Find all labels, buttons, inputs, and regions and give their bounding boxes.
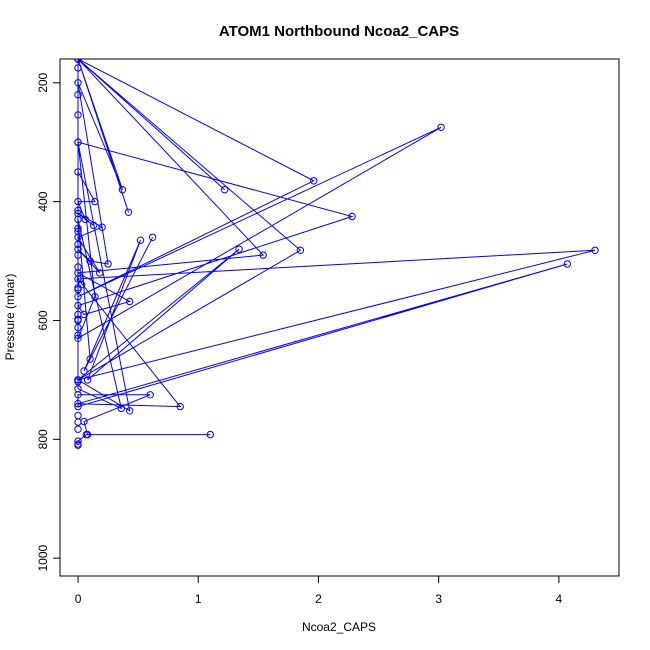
- data-point: [74, 209, 82, 218]
- data-point: [74, 79, 82, 87]
- x-axis-label: Ncoa2_CAPS: [302, 620, 376, 634]
- x-tick-label: 0: [75, 592, 82, 606]
- data-point: [126, 297, 134, 306]
- data-point: [104, 260, 112, 268]
- data-point: [563, 260, 571, 268]
- data-point: [146, 391, 154, 399]
- x-tick-label: 1: [195, 592, 202, 606]
- data-point: [74, 331, 82, 339]
- data-point: [259, 251, 267, 259]
- data-point: [74, 437, 82, 445]
- data-point: [117, 404, 126, 413]
- data-point: [80, 367, 88, 375]
- data-point: [148, 233, 157, 242]
- data-point: [126, 407, 134, 415]
- data-point: [81, 215, 89, 224]
- data-point: [74, 418, 82, 426]
- series-line: [76, 59, 596, 446]
- y-tick-label: 800: [36, 429, 50, 449]
- x-tick-label: 3: [435, 592, 442, 606]
- data-point: [176, 402, 184, 411]
- data-point: [235, 245, 243, 253]
- data-point: [96, 269, 104, 277]
- y-tick-label: 200: [36, 72, 50, 92]
- data-point: [98, 223, 106, 231]
- data-point: [348, 212, 356, 221]
- x-tick-label: 2: [315, 592, 322, 606]
- data-point: [136, 236, 145, 244]
- data-point: [74, 301, 82, 310]
- data-point: [118, 186, 127, 194]
- plot-points: [74, 59, 599, 449]
- data-point: [74, 334, 82, 342]
- y-tick-label: 1000: [36, 545, 50, 572]
- data-point: [74, 59, 82, 63]
- x-axis: 0 1 2 3 4: [75, 575, 563, 606]
- data-point: [74, 240, 82, 249]
- data-point: [74, 197, 82, 206]
- data-point: [74, 251, 82, 259]
- x-tick-label: 4: [556, 592, 563, 606]
- data-point: [74, 315, 82, 323]
- data-point: [91, 293, 99, 301]
- data-point: [74, 293, 82, 301]
- data-point: [74, 385, 82, 393]
- data-point: [74, 425, 82, 433]
- data-point: [74, 111, 82, 119]
- data-point: [74, 400, 82, 408]
- data-point: [124, 208, 133, 217]
- data-point: [74, 64, 82, 72]
- data-point: [310, 177, 318, 185]
- data-point: [74, 138, 82, 146]
- data-point: [74, 224, 82, 233]
- plot-lines: [76, 59, 596, 446]
- data-point: [86, 355, 94, 363]
- data-point: [74, 402, 82, 411]
- data-point: [74, 206, 82, 215]
- data-point: [90, 221, 98, 230]
- data-point: [74, 285, 82, 294]
- data-point: [296, 246, 305, 255]
- y-tick-label: 400: [36, 191, 50, 211]
- data-point: [86, 257, 94, 265]
- data-point: [74, 440, 82, 448]
- data-point: [591, 246, 599, 255]
- chart-title: ATOM1 Northbound Ncoa2_CAPS: [219, 23, 459, 40]
- data-point: [74, 215, 82, 224]
- data-point: [74, 323, 82, 332]
- data-point: [74, 310, 82, 319]
- data-point: [221, 186, 229, 194]
- data-point: [74, 411, 82, 420]
- data-point: [77, 281, 86, 289]
- data-point: [83, 430, 92, 439]
- plot-frame: [59, 58, 620, 577]
- data-point: [74, 263, 82, 271]
- data-point: [74, 168, 82, 176]
- data-point: [437, 123, 445, 132]
- data-point: [91, 197, 99, 206]
- data-point: [74, 227, 82, 236]
- y-tick-label: 600: [36, 310, 50, 330]
- data-point: [74, 378, 82, 386]
- data-point: [83, 376, 92, 384]
- y-axis-label: Pressure (mbar): [3, 274, 17, 361]
- data-point: [74, 91, 82, 99]
- y-axis: 200 400 600 800 1000: [36, 72, 60, 572]
- data-point: [206, 430, 215, 439]
